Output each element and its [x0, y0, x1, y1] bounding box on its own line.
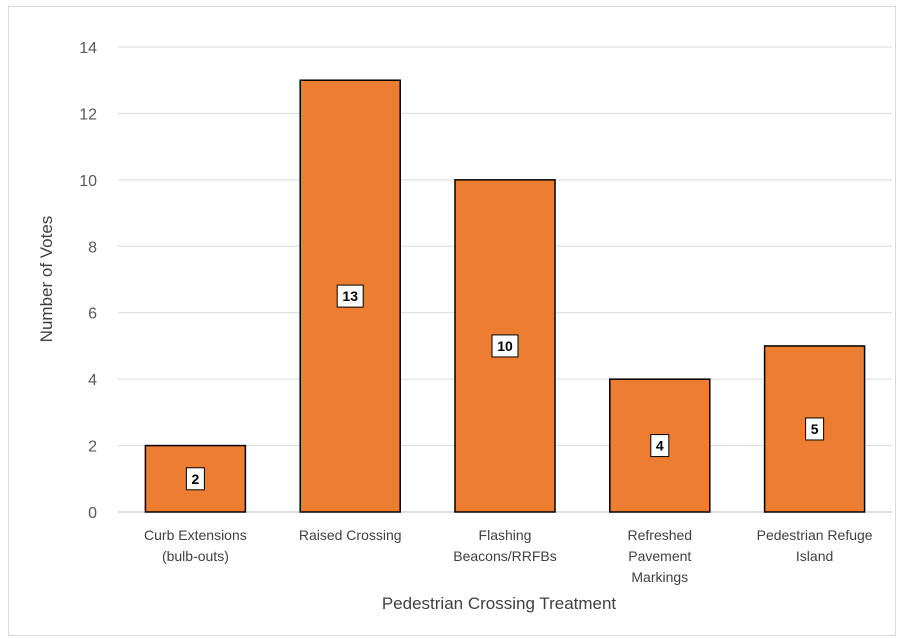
- category-label: Island: [796, 548, 833, 564]
- category-label: Flashing: [479, 527, 532, 543]
- category-label: (bulb-outs): [162, 548, 229, 564]
- y-tick-label: 8: [88, 239, 97, 256]
- y-axis-tick-labels: 0 2 4 6 8 10 12 14: [79, 40, 97, 522]
- y-tick-label: 2: [88, 439, 97, 456]
- data-label: 10: [497, 338, 513, 354]
- y-tick-label: 0: [88, 505, 97, 522]
- y-tick-label: 6: [88, 306, 97, 323]
- bars: [145, 80, 864, 512]
- data-label: 13: [342, 288, 358, 304]
- category-label: Pavement: [628, 548, 691, 564]
- data-label: 5: [811, 421, 819, 437]
- category-label: Refreshed: [628, 527, 693, 543]
- data-label: 2: [192, 471, 200, 487]
- y-tick-label: 4: [88, 372, 97, 389]
- y-tick-label: 12: [79, 106, 97, 123]
- y-axis-title: Number of Votes: [37, 216, 56, 343]
- category-label: Markings: [631, 569, 688, 585]
- category-label: Beacons/RRFBs: [453, 548, 556, 564]
- category-label: Pedestrian Refuge: [757, 527, 873, 543]
- y-tick-label: 14: [79, 40, 97, 57]
- x-axis-title: Pedestrian Crossing Treatment: [382, 594, 617, 613]
- x-axis-category-labels: Curb Extensions (bulb-outs) Raised Crossin…: [144, 527, 873, 585]
- category-label: Raised Crossing: [299, 527, 402, 543]
- data-label: 4: [656, 438, 664, 454]
- category-label: Curb Extensions: [144, 527, 247, 543]
- y-tick-label: 10: [79, 173, 97, 190]
